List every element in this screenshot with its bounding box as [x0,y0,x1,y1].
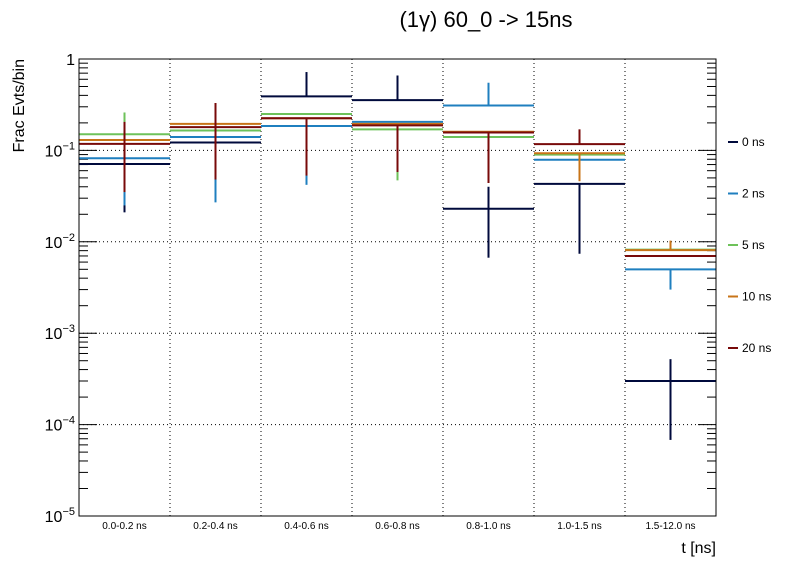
x-tick-label: 0.0-0.2 ns [102,521,146,532]
legend-label: 5 ns [742,238,765,252]
legend-label: 20 ns [742,341,771,355]
legend-label: 0 ns [742,135,765,149]
plot-frame [78,58,717,517]
category-labels: 0.0-0.2 ns 0.2-0.4 ns 0.4-0.6 ns 0.6-0.8 ns… [102,521,695,532]
y-axis-title: Frac Evts/bin [11,59,28,152]
legend-label: 10 ns [742,290,771,304]
x-tick-label: 1.5-12.0 ns [645,521,695,532]
legend-label: 2 ns [742,187,765,201]
x-tick-label: 1.0-1.5 ns [557,521,601,532]
legend: 0 ns 2 ns 5 ns 10 ns 20 ns [728,135,771,355]
chart-title: (1γ) 60_0 -> 15ns [399,7,572,32]
x-tick-label: 0.8-1.0 ns [466,521,510,532]
series-20-ns [79,103,716,257]
x-tick-label: 0.2-0.4 ns [193,521,237,532]
y-tick-label: 1 [66,52,75,69]
series-layer [79,72,716,440]
x-tick-label: 0.4-0.6 ns [284,521,328,532]
x-tick-label: 0.6-0.8 ns [375,521,419,532]
y-tick-labels: 110−110−210−310−410−5 [45,52,75,526]
x-axis-title: t [ns] [681,540,716,557]
